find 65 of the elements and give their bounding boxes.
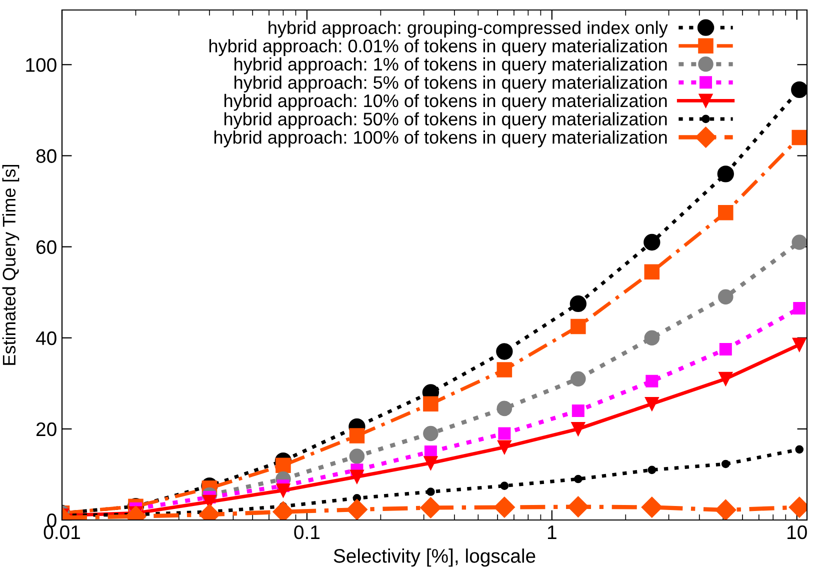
legend-label: hybrid approach: 10% of tokens in query materialization [224,94,667,111]
y-axis-title: Estimated Query Time [s] [2,164,20,365]
point [572,404,584,417]
point [423,426,438,442]
point [570,318,586,334]
legend-label: hybrid approach: 100% of tokens in query materialization [214,130,667,148]
legend-label: hybrid approach: 1% of tokens in query materialization [234,57,667,74]
point [721,460,730,468]
point [574,474,582,484]
point [644,234,660,251]
point [718,204,734,220]
point [719,342,732,356]
point [717,166,734,182]
point [272,501,294,520]
point [276,483,290,498]
legend-label: hybrid approach: 0.01% of tokens in query materialization [209,39,667,56]
y-tick-label: 60 [36,240,56,254]
y-tick-label: 40 [36,331,56,346]
y-tick-label: 100 [26,58,56,72]
point [426,488,435,496]
point [346,499,368,520]
point [496,400,512,416]
point [571,422,586,436]
point [423,396,438,412]
x-tick-label: 0.01 [44,525,80,540]
point [276,458,291,473]
point [718,289,734,305]
point [349,428,365,444]
point [568,496,589,518]
point [349,448,365,464]
point [792,234,807,250]
point [644,264,660,280]
point [424,456,438,470]
point [646,374,658,388]
point [497,440,512,454]
point [498,427,511,440]
point [793,302,806,315]
point [648,466,656,474]
y-tick-label: 80 [36,149,56,163]
y-tick-label: 20 [36,422,56,436]
x-axis-title: Selectivity [%], logscale [334,548,536,567]
point [718,372,733,386]
x-tick-label: 10 [788,525,807,540]
point [570,295,586,312]
y-tick-label: 0 [47,513,56,528]
point [644,330,660,346]
point [792,338,806,352]
legend-label: hybrid approach: 5% of tokens in query materialization [234,76,667,92]
legend-label: hybrid approach: grouping-compressed index only [268,20,668,38]
legend-label: hybrid approach: 50% of tokens in query materialization [224,112,667,130]
point [792,130,807,146]
point [791,81,807,98]
point [496,362,512,378]
point [500,482,509,490]
point [715,499,736,520]
point [496,343,513,360]
point [644,396,659,411]
point [570,371,586,386]
point [420,497,442,518]
point [641,496,662,518]
point [494,496,515,518]
x-tick-label: 1 [548,526,556,539]
point [350,470,364,484]
point [795,445,804,454]
x-tick-label: 0.1 [294,525,320,540]
